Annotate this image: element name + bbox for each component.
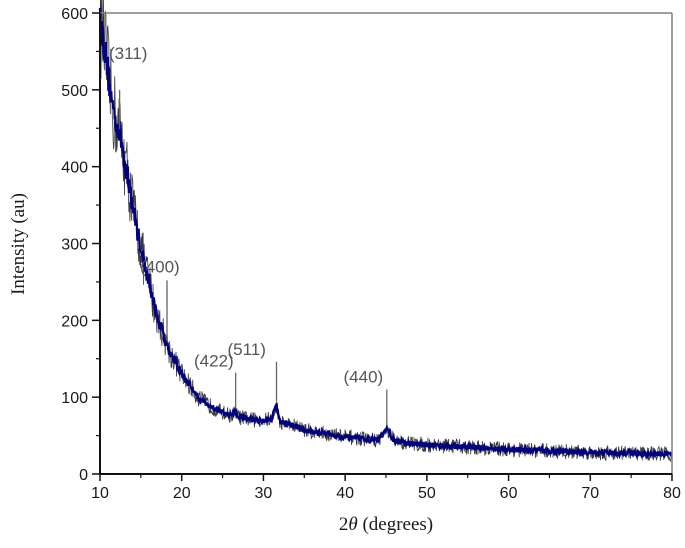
x-tick-label: 50 — [418, 485, 436, 502]
axes — [99, 12, 673, 475]
xrd-main-trace — [98, 7, 673, 461]
x-tick-label: 10 — [91, 485, 109, 502]
x-axis-ticks: 10 20 30 40 50 60 70 80 — [91, 474, 681, 502]
x-axis-title: 2θ (degrees) — [339, 514, 433, 535]
y-tick-label: 500 — [61, 83, 88, 100]
x-tick-label: 20 — [173, 485, 191, 502]
y-tick-label: 400 — [61, 160, 88, 177]
x-tick-label: 80 — [663, 485, 681, 502]
y-tick-label: 100 — [61, 390, 88, 407]
y-tick-label: 0 — [79, 467, 88, 484]
x-tick-label: 40 — [336, 485, 354, 502]
peak-label: (400) — [140, 258, 180, 277]
x-tick-label: 70 — [581, 485, 599, 502]
y-axis-ticks: 0 100 200 300 400 500 600 — [61, 6, 100, 484]
y-axis-title: Intensity (au) — [8, 193, 29, 295]
peak-label: (511) — [227, 340, 265, 359]
peak-label: (311) — [109, 44, 147, 63]
x-tick-label: 30 — [255, 485, 273, 502]
peak-annotations: (311) (400) (422)(511) (440) — [109, 44, 388, 426]
y-tick-label: 600 — [61, 6, 88, 23]
xrd-noise-trace — [99, 0, 673, 462]
x-tick-label: 60 — [500, 485, 518, 502]
y-tick-label: 300 — [61, 237, 88, 254]
y-tick-label: 200 — [61, 313, 88, 330]
peak-label: (440) — [344, 368, 384, 387]
plot-area — [98, 0, 673, 462]
peak-label: (422) — [194, 351, 234, 370]
